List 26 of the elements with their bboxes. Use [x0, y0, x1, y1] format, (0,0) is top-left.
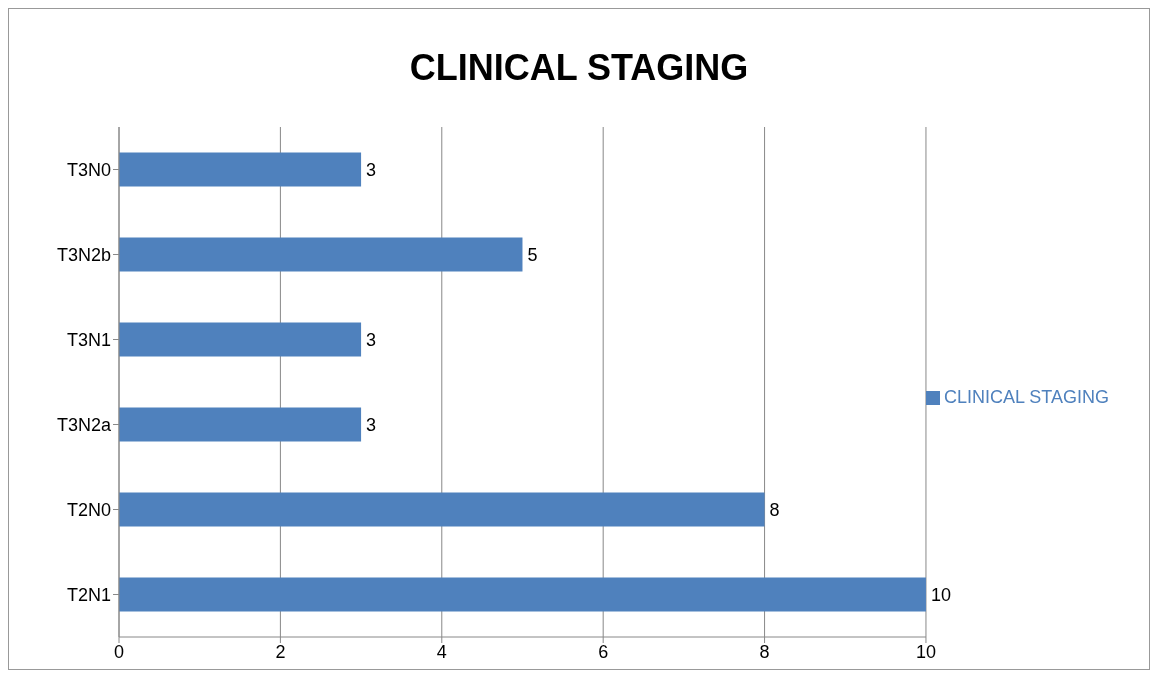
y-tick-label: T2N0: [66, 499, 111, 520]
x-tick-label: 2: [275, 641, 286, 662]
data-label: 3: [366, 329, 377, 350]
y-tick-label: T3N1: [66, 329, 111, 350]
x-tick-label: 4: [436, 641, 447, 662]
bar: [119, 492, 765, 527]
y-tick-label: T3N2a: [56, 414, 112, 435]
data-label: 3: [366, 159, 377, 180]
chart-title: CLINICAL STAGING: [408, 47, 750, 90]
bar: [119, 577, 926, 612]
y-tick-label: T3N2b: [56, 244, 111, 265]
bar: [119, 152, 362, 187]
x-tick-label: 6: [598, 641, 609, 662]
y-tick-label: T3N0: [66, 159, 111, 180]
data-label: 8: [769, 499, 780, 520]
x-tick-label: 10: [915, 641, 936, 662]
x-tick-label: 8: [759, 641, 770, 662]
data-label: 5: [527, 244, 538, 265]
bar: [119, 407, 362, 442]
data-label: 3: [366, 414, 377, 435]
bar: [119, 237, 523, 272]
data-label: 10: [930, 584, 951, 605]
bar: [119, 322, 362, 357]
y-tick-label: T2N1: [66, 584, 111, 605]
legend-label: CLINICAL STAGING: [943, 386, 1109, 407]
x-tick-label: 0: [113, 641, 125, 662]
